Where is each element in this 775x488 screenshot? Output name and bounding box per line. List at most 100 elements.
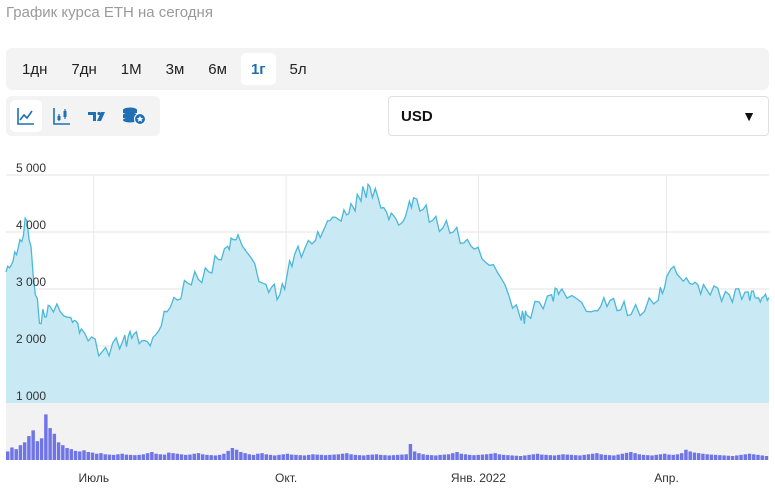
volume-bar xyxy=(35,441,40,460)
period-3m-button[interactable]: 3м xyxy=(165,60,185,78)
volume-bar xyxy=(455,452,459,460)
volume-bar xyxy=(52,433,57,460)
volume-bar xyxy=(616,454,620,460)
tradingview-button[interactable] xyxy=(82,100,114,132)
volume-bar xyxy=(574,455,578,460)
volume-bar xyxy=(39,438,44,460)
period-1d-button[interactable]: 1дн xyxy=(22,60,48,78)
volume-bar xyxy=(273,455,277,460)
price-area xyxy=(6,184,769,403)
volume-bar xyxy=(56,442,61,460)
volume-bar xyxy=(404,454,408,460)
volume-bar xyxy=(103,454,107,460)
volume-bar xyxy=(412,451,417,460)
volume-bar xyxy=(735,455,739,460)
volume-bar xyxy=(222,453,226,460)
volume-bar xyxy=(548,455,553,460)
volume-bar xyxy=(565,454,569,460)
price-line xyxy=(5,182,770,358)
volume-bar xyxy=(158,454,163,460)
volume-bar xyxy=(31,430,35,460)
currency-select[interactable]: USD ▼ xyxy=(388,96,769,136)
y-tick-label: 4 000 xyxy=(16,218,46,232)
volume-bar xyxy=(743,454,748,460)
volume-bar xyxy=(188,454,192,460)
volume-bar xyxy=(531,454,536,460)
period-5y-button[interactable]: 5л xyxy=(289,60,307,78)
volume-bar xyxy=(311,454,315,460)
volume-bar xyxy=(476,454,480,460)
volume-bar xyxy=(175,453,179,460)
volume-bar xyxy=(362,455,366,460)
volume-bar xyxy=(688,451,692,460)
volume-bar xyxy=(379,454,383,460)
period-1y-button[interactable]: 1г xyxy=(240,53,276,85)
volume-bar xyxy=(429,455,434,460)
volume-bar xyxy=(726,455,731,460)
volume-bar xyxy=(671,454,675,460)
volume-bar xyxy=(696,453,701,460)
volume-bar xyxy=(709,454,714,460)
line-chart-button[interactable] xyxy=(10,100,42,132)
volume-bar xyxy=(391,455,396,460)
period-7d-button[interactable]: 7дн xyxy=(71,60,97,78)
volume-bar xyxy=(646,455,650,460)
chevron-down-icon: ▼ xyxy=(742,108,756,124)
volume-bar xyxy=(268,454,273,460)
volume-bar xyxy=(484,454,489,460)
x-tick-label: Янв. 2022 xyxy=(451,471,506,485)
volume-bar xyxy=(162,454,167,460)
volume-bar xyxy=(298,455,302,460)
volume-bar xyxy=(506,455,510,460)
volume-bar xyxy=(167,452,171,460)
volume-bar xyxy=(701,453,705,460)
volume-bar xyxy=(633,453,637,460)
volume-bar xyxy=(137,454,141,460)
volume-bar xyxy=(234,449,239,460)
volume-bar xyxy=(569,454,574,460)
volume-bar xyxy=(340,453,345,460)
volume-bar xyxy=(302,455,307,460)
volume-bar xyxy=(395,454,400,460)
volume-bar xyxy=(535,453,540,460)
volume-bar xyxy=(209,455,213,460)
volume-bar xyxy=(374,454,379,460)
volume-bar xyxy=(73,450,78,460)
line-chart-icon xyxy=(17,108,34,125)
volume-bar xyxy=(260,453,264,460)
volume-bar xyxy=(226,450,230,460)
coin-stack-button[interactable] xyxy=(118,100,150,132)
x-tick-label: Окт. xyxy=(275,471,297,485)
volume-bar xyxy=(107,454,112,460)
volume-bar xyxy=(128,454,133,460)
volume-bar xyxy=(120,453,124,460)
volume-bar xyxy=(518,456,523,460)
volume-bar xyxy=(383,455,387,460)
volume-bar xyxy=(667,454,671,460)
volume-bar xyxy=(679,453,684,460)
volume-bar xyxy=(493,453,497,460)
volume-bar xyxy=(760,455,764,460)
period-6m-button[interactable]: 6м xyxy=(208,60,227,78)
candlestick-chart-button[interactable] xyxy=(46,100,78,132)
period-1m-button[interactable]: 1М xyxy=(120,60,142,78)
volume-bar xyxy=(540,454,544,460)
volume-bar xyxy=(323,455,328,460)
volume-bar xyxy=(408,444,413,460)
volume-bar xyxy=(684,449,688,460)
volume-bar xyxy=(590,453,595,460)
volume-bar xyxy=(65,448,69,460)
volume-bar xyxy=(256,453,260,460)
eth-price-chart[interactable]: 5 000 4 000 3 000 2 000 1 000 Июль Окт. Янв. 2… xyxy=(0,160,775,488)
volume-bar xyxy=(150,452,154,460)
volume-bar xyxy=(184,454,188,460)
volume-bar xyxy=(353,454,358,460)
x-tick-label: Июль xyxy=(78,471,109,485)
volume-bar xyxy=(501,454,506,460)
volume-bar xyxy=(366,454,370,460)
volume-bar xyxy=(510,455,514,460)
volume-bar xyxy=(230,448,235,460)
y-tick-label: 5 000 xyxy=(16,161,46,175)
volume-bar xyxy=(69,449,74,460)
volume-bar xyxy=(434,455,438,460)
